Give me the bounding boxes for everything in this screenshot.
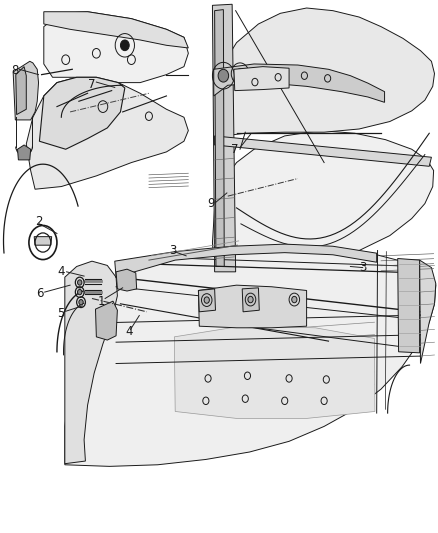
Text: 2: 2 xyxy=(35,215,42,228)
Text: 6: 6 xyxy=(36,287,44,300)
Polygon shape xyxy=(16,67,26,115)
Circle shape xyxy=(218,69,229,82)
Polygon shape xyxy=(198,285,307,328)
Circle shape xyxy=(204,297,209,303)
Text: 7: 7 xyxy=(88,78,95,91)
Circle shape xyxy=(78,280,82,285)
Polygon shape xyxy=(18,145,31,160)
Text: 4: 4 xyxy=(125,325,133,338)
Circle shape xyxy=(79,300,83,305)
Polygon shape xyxy=(95,301,117,340)
Polygon shape xyxy=(65,261,117,464)
Polygon shape xyxy=(44,12,188,48)
Text: 1: 1 xyxy=(98,295,105,308)
Text: 3: 3 xyxy=(359,261,367,274)
Circle shape xyxy=(78,289,82,295)
Text: 3: 3 xyxy=(170,244,177,257)
Polygon shape xyxy=(198,289,215,312)
Text: 9: 9 xyxy=(207,197,215,210)
Text: 5: 5 xyxy=(57,307,65,320)
Circle shape xyxy=(236,69,244,78)
Polygon shape xyxy=(26,77,188,189)
Polygon shape xyxy=(215,136,431,166)
Polygon shape xyxy=(34,237,52,245)
Circle shape xyxy=(292,296,297,303)
Text: 7: 7 xyxy=(231,143,239,156)
Polygon shape xyxy=(115,244,377,277)
Polygon shape xyxy=(13,61,39,120)
Circle shape xyxy=(248,296,253,303)
Text: 8: 8 xyxy=(11,64,18,77)
Polygon shape xyxy=(215,10,224,266)
Polygon shape xyxy=(420,260,436,364)
Polygon shape xyxy=(242,288,259,312)
Polygon shape xyxy=(212,4,236,272)
Polygon shape xyxy=(65,245,436,466)
Text: 4: 4 xyxy=(57,265,65,278)
Polygon shape xyxy=(398,259,420,353)
Circle shape xyxy=(120,40,129,51)
Polygon shape xyxy=(214,64,385,102)
Polygon shape xyxy=(116,269,137,291)
Polygon shape xyxy=(215,8,434,144)
Polygon shape xyxy=(212,131,434,272)
Polygon shape xyxy=(39,77,125,149)
Polygon shape xyxy=(234,67,289,91)
Polygon shape xyxy=(44,12,188,83)
Polygon shape xyxy=(174,326,375,418)
